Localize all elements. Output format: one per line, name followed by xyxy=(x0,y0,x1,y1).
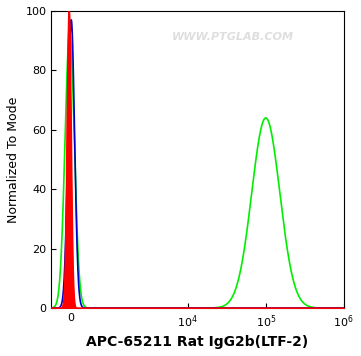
Y-axis label: Normalized To Mode: Normalized To Mode xyxy=(7,96,20,223)
Text: WWW.PTGLAB.COM: WWW.PTGLAB.COM xyxy=(171,32,294,42)
X-axis label: APC-65211 Rat IgG2b(LTF-2): APC-65211 Rat IgG2b(LTF-2) xyxy=(86,335,309,349)
